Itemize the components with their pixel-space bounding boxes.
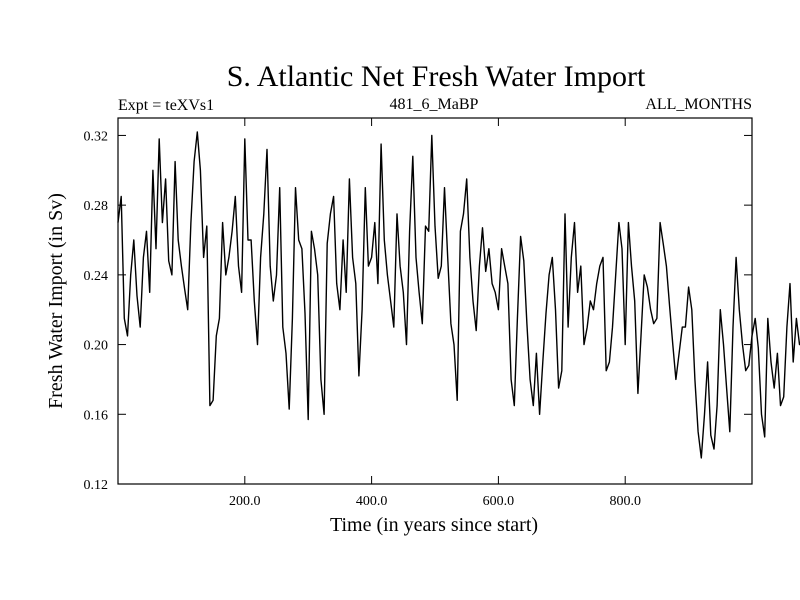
- subtitle-period: 481_6_MaBP: [390, 96, 479, 113]
- x-axis-label: Time (in years since start): [330, 514, 538, 536]
- series-line: [117, 131, 800, 459]
- y-tick-label: 0.24: [84, 269, 109, 284]
- chart-title: S. Atlantic Net Fresh Water Import: [227, 60, 646, 93]
- y-tick-label: 0.20: [84, 339, 109, 354]
- plot-frame: [117, 117, 753, 485]
- subtitle-months: ALL_MONTHS: [645, 96, 752, 113]
- y-tick-label: 0.12: [84, 478, 109, 493]
- y-axis-label: Fresh Water Import (in Sv): [45, 193, 67, 409]
- series-group: [117, 131, 800, 459]
- y-axis: 0.12 0.16 0.20 0.24 0.28 0.32: [84, 129, 752, 493]
- subtitle-expt: Expt = teXVs1: [118, 97, 214, 114]
- x-tick-label: 600.0: [483, 494, 515, 509]
- x-tick-label: 800.0: [609, 494, 641, 509]
- x-tick-label: 400.0: [356, 494, 388, 509]
- x-axis: 200.0 400.0 600.0 800.0: [229, 118, 641, 509]
- y-tick-label: 0.32: [84, 129, 109, 144]
- x-tick-label: 200.0: [229, 494, 261, 509]
- y-tick-label: 0.16: [84, 408, 109, 423]
- y-tick-label: 0.28: [84, 199, 109, 214]
